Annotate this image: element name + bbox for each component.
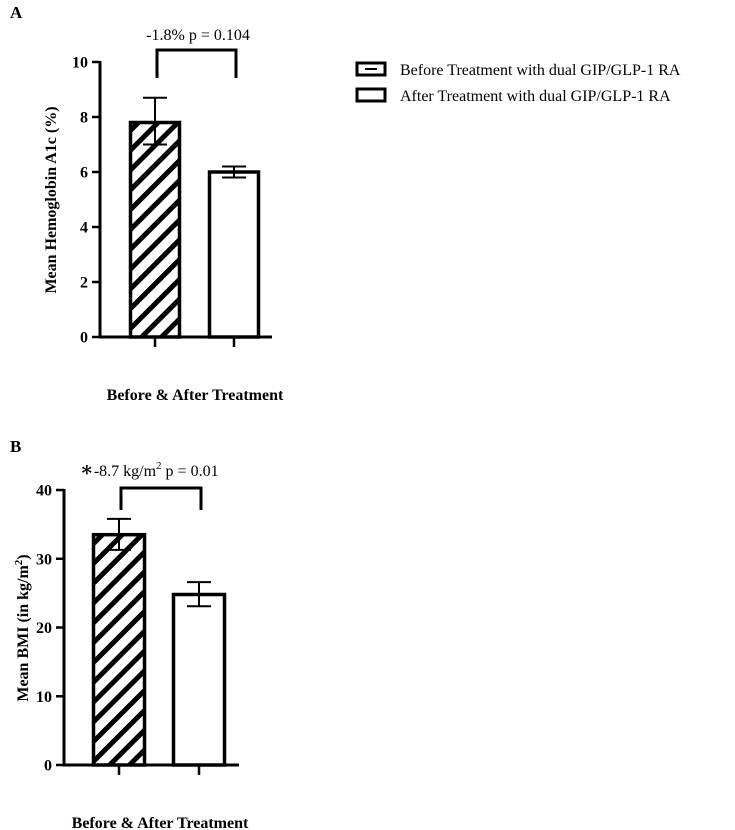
panel-b-plot: 0 10 20 30 40 [36, 483, 239, 775]
panel-a-x-axis-title: Before & After Treatment [107, 387, 284, 404]
panel-a-y-tick-label: 6 [80, 165, 88, 182]
panel-b-y-axis-title: Mean BMI (in kg/m2) [13, 554, 32, 701]
panel-b-significance-bracket [119, 486, 203, 510]
panel-a-annotation-text: -1.8% p = 0.104 [146, 27, 250, 44]
panel-a: A Mean Hemoglobin A1c (%) Before & After… [10, 3, 284, 404]
panel-a-y-axis-title: Mean Hemoglobin A1c (%) [43, 106, 60, 293]
panel-a-y-tick-label: 4 [80, 220, 88, 237]
panel-b-y-tick-label: 40 [36, 483, 52, 500]
panel-a-y-tick-label: 8 [80, 110, 88, 127]
panel-b-annotation-text-end: p = 0.01 [162, 463, 219, 480]
legend-entry-before: Before Treatment with dual GIP/GLP-1 RA [355, 61, 681, 79]
legend-label-after: After Treatment with dual GIP/GLP-1 RA [400, 88, 671, 105]
legend-swatch-open [355, 87, 387, 103]
panel-b-x-axis-title: Before & After Treatment [72, 815, 249, 830]
panel-a-y-tick-label: 0 [80, 330, 88, 347]
panel-a-bar-after [207, 170, 261, 339]
panel-b-annotation-asterisk: ∗ [80, 459, 94, 481]
panel-b-bar-after [171, 592, 227, 767]
panel-b-y-axis-title-end: ) [15, 554, 32, 559]
panel-b-annotation-text: -8.7 kg/m [94, 463, 157, 480]
panel-b-label: B [10, 437, 21, 456]
panel-a-annotation: -1.8% p = 0.104 [146, 27, 250, 44]
legend-entry-after: After Treatment with dual GIP/GLP-1 RA [355, 87, 671, 105]
panel-b-y-tick-label: 20 [36, 620, 52, 637]
panel-a-bar-before [128, 120, 182, 339]
legend-label-before: Before Treatment with dual GIP/GLP-1 RA [400, 62, 681, 79]
panel-a-label: A [10, 3, 23, 22]
legend: Before Treatment with dual GIP/GLP-1 RA … [355, 61, 681, 105]
panel-b-y-tick-label: 30 [36, 551, 52, 568]
panel-b-y-axis-title-sup: 2 [13, 559, 25, 565]
panel-b-y-tick-label: 10 [36, 689, 52, 706]
panel-b-y-tick-label: 0 [44, 758, 52, 775]
panel-a-y-tick-label: 2 [80, 275, 88, 292]
panel-b-annotation: ∗-8.7 kg/m2 p = 0.01 [80, 459, 219, 481]
panel-b: B Mean BMI (in kg/m2) Before & After Tre… [10, 437, 249, 830]
panel-a-significance-bracket [155, 48, 238, 78]
panel-a-y-tick-label: 10 [72, 55, 88, 72]
panel-b-bar-before [91, 532, 147, 767]
panel-b-annotation-sup: 2 [156, 460, 162, 472]
panel-a-plot: 0 2 4 6 8 10 [72, 48, 272, 347]
panel-b-y-axis-title-main: Mean BMI (in kg/m [15, 565, 32, 702]
